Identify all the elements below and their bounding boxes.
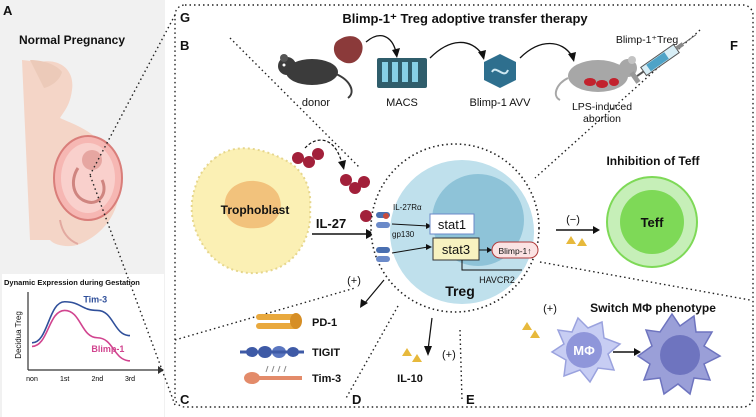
- pd1-icon: [256, 313, 302, 329]
- normal-pregnancy-title: Normal Pregnancy: [19, 33, 125, 47]
- tigit-icon: [240, 346, 304, 358]
- treg-label: Treg: [445, 283, 475, 299]
- stat3-box: [432, 237, 480, 261]
- teff-nucleus: [620, 190, 684, 254]
- chart-ylabel: Decidua Treg: [14, 311, 23, 359]
- macrophage-m1-cell: [550, 316, 622, 384]
- stat3-label: stat3: [442, 242, 470, 257]
- abortion-label-line2: abortion: [583, 113, 621, 125]
- teff-title: Inhibition of Teff: [606, 154, 700, 168]
- trophoblast-label: Trophoblast: [221, 203, 290, 217]
- panel-c-letter: C: [180, 392, 190, 407]
- tim3-icon: [244, 365, 302, 384]
- arrow-avv-to-abortion: [519, 43, 573, 59]
- chart-series-line-blimp-1: [31, 309, 131, 362]
- arrow-spleen-to-macs: [365, 35, 397, 53]
- mphi-signal-molecules: [522, 322, 540, 338]
- chart-x-tick-label: 2nd: [91, 376, 103, 383]
- zoom-guide-lines: [89, 14, 176, 406]
- chart-series-line-tim-3: [31, 300, 131, 344]
- macs-column-icon: [377, 58, 427, 88]
- gestation-chart-frame: [2, 274, 164, 417]
- pd1-label: PD-1: [312, 317, 337, 329]
- donor-mouse-icon: [278, 54, 353, 99]
- teff-label: Teff: [641, 215, 665, 230]
- havcr2-label: HAVCR2: [479, 275, 515, 285]
- chart-x-tick-label: 1st: [60, 376, 69, 383]
- tigit-label: TIGIT: [312, 347, 340, 359]
- il10-molecules: [402, 348, 422, 362]
- il10-label: IL-10: [397, 373, 423, 385]
- il10-sign: (+): [442, 349, 456, 361]
- stat1-box: [429, 213, 475, 235]
- il27-molecules: [292, 148, 372, 222]
- il27ra-label: IL-27Rα: [393, 203, 422, 212]
- panel-b-letter: B: [180, 38, 189, 53]
- blimp-treg-label: Blimp-1⁺Treg: [616, 34, 678, 46]
- abortion-label-line1: LPS-induced: [572, 101, 632, 113]
- teff-sign: (−): [566, 214, 580, 226]
- chart-series-label-tim-3: Tim-3: [83, 294, 107, 304]
- chart-x-tick-label: non: [26, 376, 38, 383]
- stat1-label: stat1: [438, 217, 466, 232]
- avv-virus-icon: [484, 54, 516, 88]
- donor-label: donor: [302, 97, 330, 109]
- panel-a-letter: A: [3, 3, 13, 18]
- macs-label: MACS: [386, 97, 418, 109]
- pregnancy-illustration: [22, 60, 123, 247]
- trophoblast-nucleus: [224, 180, 281, 229]
- macrophage-m2-cell: [636, 312, 722, 396]
- chart-title: Dynamic Expression during Gestation: [4, 278, 140, 287]
- chart-x-axis-arrow: [158, 366, 164, 374]
- teff-inhibitor-molecules: [566, 236, 587, 246]
- arrow-to-receptors: [363, 279, 385, 305]
- chart-series-label-blimp-1: Blimp-1: [91, 344, 124, 354]
- gp130-label: gp130: [392, 230, 415, 239]
- blimp-label: Blimp-1↑: [498, 246, 531, 256]
- arrow-il27-release: [304, 139, 343, 165]
- mphi-label: MΦ: [573, 343, 595, 358]
- avv-label: Blimp-1 AVV: [470, 97, 532, 109]
- panel-e-letter: E: [466, 392, 475, 407]
- arrow-macs-to-avv: [429, 41, 483, 59]
- chart-x-tick-label: 3rd: [125, 376, 135, 383]
- mphi-sign: (+): [543, 303, 557, 315]
- main-panel-frame: [174, 4, 754, 408]
- panel-f-letter: F: [730, 38, 738, 53]
- blimp-box: [491, 241, 539, 259]
- arrow-to-il10: [427, 317, 433, 351]
- spleen-icon: [333, 36, 363, 64]
- tim3-label: Tim-3: [312, 373, 341, 385]
- panel-g-letter: G: [180, 10, 190, 25]
- therapy-title: Blimp-1⁺ Treg adoptive transfer therapy: [342, 11, 588, 26]
- receptors-sign: (+): [347, 275, 361, 287]
- syringe-icon: [629, 34, 697, 84]
- mphi-title: Switch MΦ phenotype: [590, 301, 716, 315]
- panel-d-letter: D: [352, 392, 361, 407]
- il27-receptor: [376, 212, 390, 262]
- il27-label: IL-27: [316, 216, 346, 231]
- pregnant-mouse-icon: [554, 56, 637, 101]
